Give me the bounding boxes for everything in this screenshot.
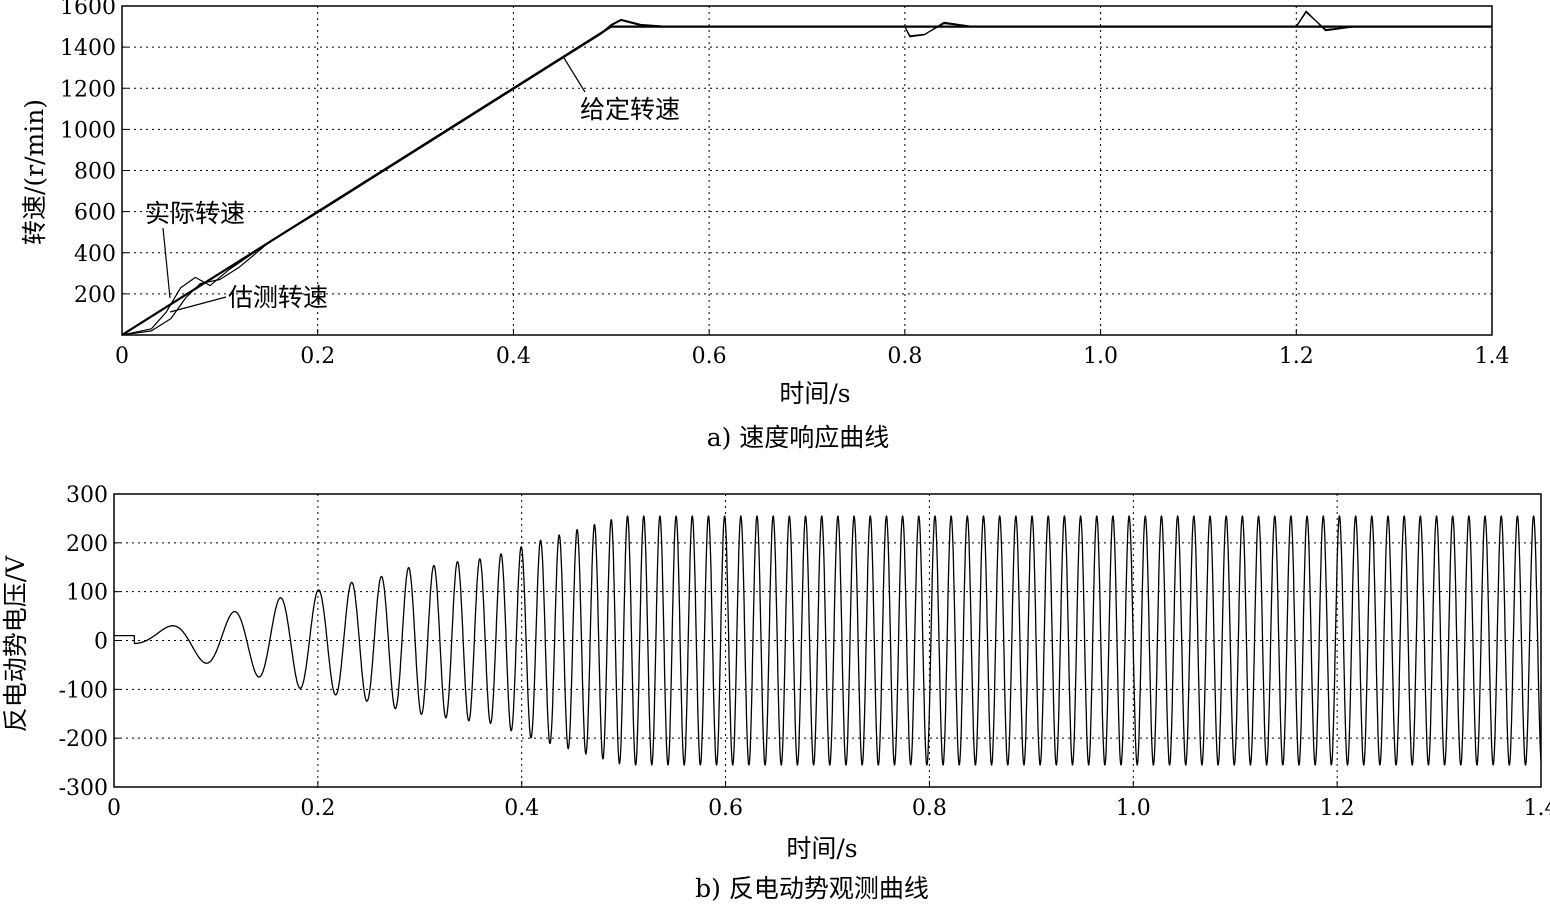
x-tick-label: 1.4 (1475, 344, 1510, 369)
x-tick-label: 1.0 (1116, 796, 1151, 821)
y-tick-label: 1200 (60, 77, 116, 102)
x-axis-label-b: 时间/s (786, 834, 857, 863)
leader-given-speed (563, 57, 586, 93)
leader-actual-speed (162, 227, 171, 299)
y-tick-label: 400 (74, 242, 116, 267)
x-tick-label: 0.8 (912, 796, 947, 821)
series-b (113, 515, 1542, 766)
x-tick-label: 0 (107, 796, 121, 821)
y-tick-label: 800 (74, 160, 116, 185)
y-tick-label: 0 (94, 630, 108, 655)
leader-estimated-speed (169, 296, 227, 313)
x-tick-label: 1.2 (1279, 344, 1314, 369)
y-tick-label: -100 (59, 678, 108, 703)
x-tick-label: 1.0 (1083, 344, 1118, 369)
y-tick-label: 1600 (60, 0, 116, 20)
series-line-emf (113, 515, 1542, 766)
series-line-2 (121, 11, 1492, 336)
annotation-given-speed: 给定转速 (580, 95, 680, 124)
y-tick-label: 200 (66, 532, 108, 557)
x-tick-label: 0.4 (496, 344, 531, 369)
x-tick-label: 0.8 (887, 344, 922, 369)
ticks-a: 0 0.2 0.4 0.6 0.8 1.0 1.2 1.4 200 400 600 800 1000 12… (60, 0, 1510, 369)
x-tick-label: 0.4 (504, 796, 539, 821)
back-emf-chart: 0 0.2 0.4 0.6 0.8 1.0 1.2 1.4 -300 -200 -100 0 100 20… (1, 483, 1550, 903)
x-axis-label-a: 时间/s (779, 379, 850, 408)
x-tick-label: 0.6 (692, 344, 727, 369)
y-tick-label: 1000 (60, 118, 116, 143)
annotation-actual-speed: 实际转速 (145, 199, 245, 228)
grid-a (122, 6, 1492, 335)
caption-a: a) 速度响应曲线 (707, 423, 890, 452)
x-tick-label: 0 (115, 344, 129, 369)
caption-b: b) 反电动势观测曲线 (695, 874, 929, 903)
y-tick-label: -300 (59, 776, 108, 801)
ticks-b: 0 0.2 0.4 0.6 0.8 1.0 1.2 1.4 -300 -200 -100 0 100 20… (59, 483, 1550, 821)
y-tick-label: 300 (66, 483, 108, 508)
y-tick-label: 200 (74, 283, 116, 308)
y-axis-label-b: 反电动势电压/V (1, 555, 30, 732)
y-tick-label: -200 (59, 727, 108, 752)
speed-response-chart: 0 0.2 0.4 0.6 0.8 1.0 1.2 1.4 200 400 600 800 1000 12… (20, 0, 1510, 452)
x-tick-label: 0.2 (300, 796, 335, 821)
x-tick-label: 0.6 (708, 796, 743, 821)
y-tick-label: 100 (66, 581, 108, 606)
x-tick-label: 0.2 (300, 344, 335, 369)
y-tick-label: 600 (74, 201, 116, 226)
annotation-estimated-speed: 估测转速 (228, 283, 328, 312)
y-tick-label: 1400 (60, 36, 116, 61)
x-tick-label: 1.4 (1524, 796, 1550, 821)
x-tick-label: 1.2 (1320, 796, 1355, 821)
y-axis-label-a: 转速/(r/min) (20, 99, 49, 245)
series-a (121, 10, 1492, 336)
